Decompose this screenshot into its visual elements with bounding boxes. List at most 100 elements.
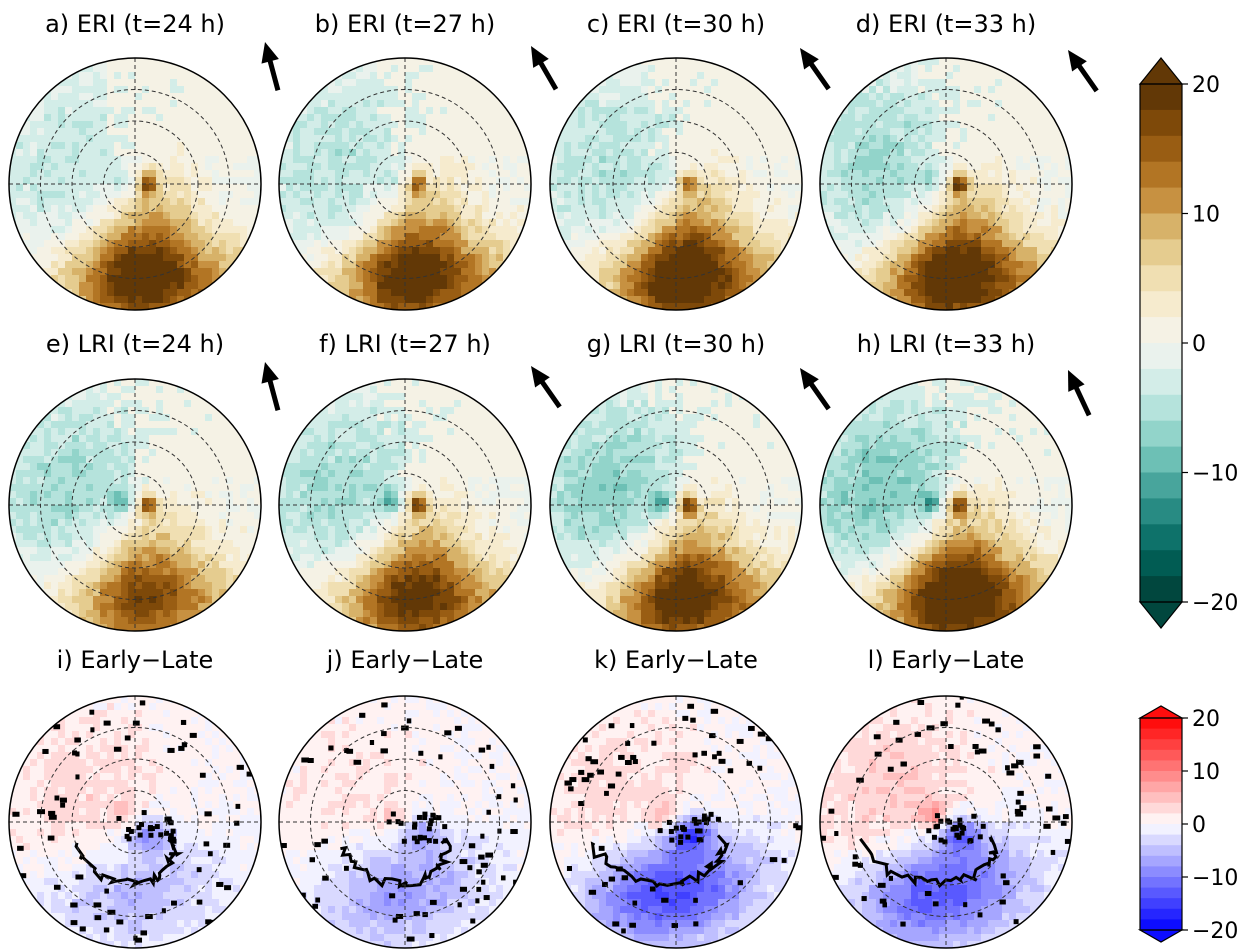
field-cell <box>219 135 227 143</box>
field-cell <box>72 449 80 457</box>
field-cell <box>349 121 357 129</box>
field-cell <box>16 491 24 499</box>
field-cell <box>398 275 406 283</box>
field-cell <box>205 219 213 227</box>
field-cell <box>16 142 24 150</box>
field-cell <box>571 170 579 178</box>
field-cell <box>634 205 642 213</box>
field-cell <box>627 247 635 255</box>
field-cell <box>37 135 45 143</box>
field-cell <box>732 156 740 164</box>
field-cell <box>578 121 586 129</box>
field-cell <box>191 93 199 101</box>
field-cell <box>191 254 199 262</box>
field-cell <box>606 219 614 227</box>
field-cell <box>1065 177 1072 185</box>
field-cell <box>827 226 835 234</box>
field-cell <box>718 86 726 94</box>
field-cell <box>1023 275 1031 283</box>
field-cell <box>142 114 150 122</box>
field-cell <box>718 254 726 262</box>
field-cell <box>641 149 649 157</box>
field-cell <box>349 240 357 248</box>
field-cell <box>606 205 614 213</box>
field-cell <box>834 191 842 199</box>
field-cell <box>1009 247 1017 255</box>
field-cell <box>904 149 912 157</box>
field-cell <box>578 261 586 269</box>
field-cell <box>342 170 350 178</box>
field-cell <box>897 100 905 108</box>
field-cell <box>58 149 66 157</box>
field-cell <box>198 184 206 192</box>
field-cell <box>855 240 863 248</box>
field-cell <box>314 121 322 129</box>
field-cell <box>314 135 322 143</box>
field-cell <box>627 107 635 115</box>
field-cell <box>233 121 241 129</box>
field-cell <box>363 142 371 150</box>
field-cell <box>641 72 649 80</box>
field-cell <box>953 268 961 276</box>
panel-title: c) ERI (t=30 h) <box>587 10 765 38</box>
field-cell <box>613 212 621 220</box>
field-cell <box>925 303 933 310</box>
field-cell <box>219 414 227 422</box>
field-cell <box>93 268 101 276</box>
field-cell <box>293 177 301 185</box>
field-cell <box>149 226 157 234</box>
field-cell <box>149 470 157 478</box>
field-cell <box>585 268 593 276</box>
field-cell <box>293 233 301 241</box>
field-cell <box>93 254 101 262</box>
field-cell <box>86 484 94 492</box>
field-cell <box>939 191 947 199</box>
field-cell <box>86 219 94 227</box>
field-cell <box>58 268 66 276</box>
field-cell <box>426 261 434 269</box>
field-cell <box>328 268 336 276</box>
field-cell <box>370 261 378 269</box>
field-cell <box>212 428 220 436</box>
field-cell <box>405 184 413 192</box>
field-cell <box>72 470 80 478</box>
field-cell <box>855 261 863 269</box>
field-cell <box>363 205 371 213</box>
field-cell <box>44 93 52 101</box>
field-cell <box>482 184 490 192</box>
field-cell <box>405 149 413 157</box>
field-cell <box>967 149 975 157</box>
field-cell <box>1058 219 1066 227</box>
field-cell <box>725 205 733 213</box>
field-cell <box>93 93 101 101</box>
field-cell <box>240 498 248 506</box>
field-cell <box>960 121 968 129</box>
field-cell <box>1016 275 1024 283</box>
field-cell <box>1051 240 1059 248</box>
field-cell <box>753 163 761 171</box>
field-cell <box>876 282 884 290</box>
field-cell <box>641 289 649 297</box>
field-cell <box>205 435 213 443</box>
field-cell <box>753 254 761 262</box>
field-cell <box>398 268 406 276</box>
field-cell <box>184 226 192 234</box>
field-cell <box>300 107 308 115</box>
field-cell <box>107 219 115 227</box>
field-cell <box>911 72 919 80</box>
field-cell <box>128 100 136 108</box>
field-cell <box>620 135 628 143</box>
field-cell <box>314 149 322 157</box>
field-cell <box>30 470 38 478</box>
field-cell <box>946 107 954 115</box>
field-cell <box>461 219 469 227</box>
field-cell <box>876 184 884 192</box>
field-cell <box>634 296 642 304</box>
field-cell <box>739 240 747 248</box>
field-cell <box>135 282 143 290</box>
field-cell <box>620 289 628 297</box>
field-cell <box>212 442 220 450</box>
field-cell <box>163 282 171 290</box>
field-cell <box>163 212 171 220</box>
field-cell <box>592 156 600 164</box>
